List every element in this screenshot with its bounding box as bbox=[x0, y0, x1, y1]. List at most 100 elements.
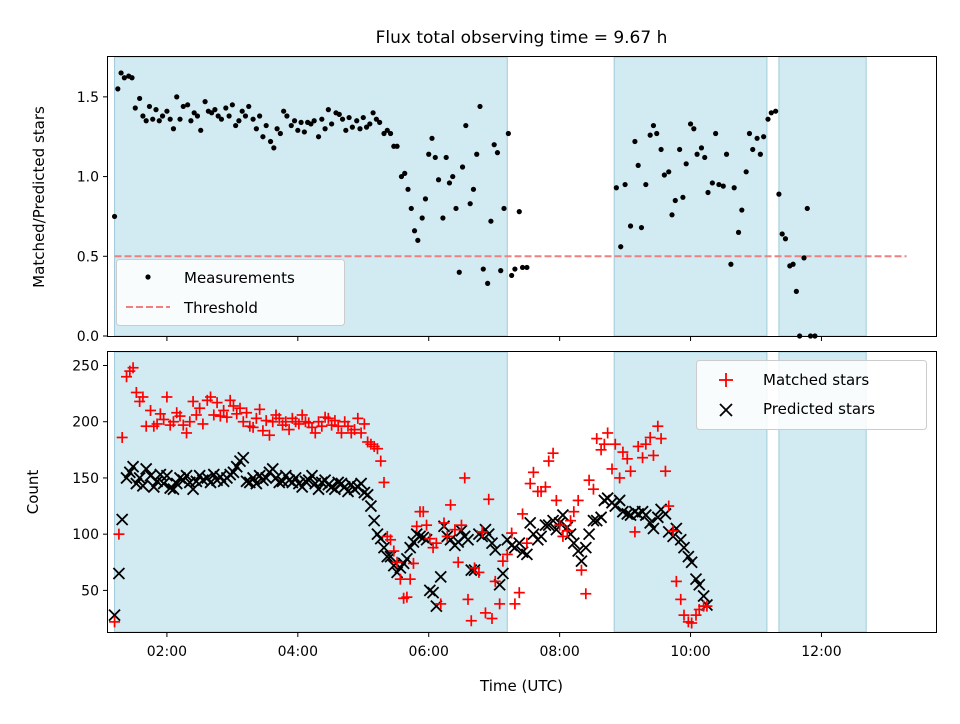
measurement-point bbox=[384, 127, 390, 133]
predicted-star-point bbox=[674, 533, 687, 546]
matched-star-point bbox=[557, 530, 569, 542]
predicted-star-point bbox=[404, 541, 417, 554]
matched-star-point bbox=[335, 427, 347, 439]
measurement-point bbox=[658, 146, 664, 153]
measurement-point bbox=[140, 113, 146, 119]
measurement-point bbox=[776, 191, 782, 197]
measurement-point bbox=[494, 150, 501, 156]
measurement-point bbox=[343, 127, 349, 133]
predicted-marker-stroke bbox=[520, 548, 534, 561]
measurement-point bbox=[516, 209, 522, 215]
measurement-point bbox=[728, 261, 734, 267]
measurement-point bbox=[229, 102, 235, 108]
bottom-y-tick-label: 200 bbox=[72, 415, 99, 431]
matched-star-point bbox=[617, 446, 629, 458]
measurement-point bbox=[654, 130, 660, 137]
measurement-point bbox=[339, 116, 346, 122]
measurement-point bbox=[463, 122, 469, 129]
predicted-marker-stroke bbox=[147, 480, 160, 494]
measurement-point bbox=[613, 185, 619, 191]
matched-star-point bbox=[513, 587, 525, 599]
measurement-point bbox=[336, 111, 342, 117]
measurement-point bbox=[790, 261, 796, 267]
bottom-legend-box bbox=[696, 360, 927, 430]
matched-star-point bbox=[675, 593, 687, 605]
matched-star-point bbox=[116, 431, 128, 443]
predicted-marker-stroke bbox=[413, 530, 427, 543]
measurement-point bbox=[694, 151, 700, 157]
measurement-point bbox=[209, 110, 215, 116]
matched-star-point bbox=[355, 427, 367, 439]
predicted-marker-stroke bbox=[204, 476, 217, 489]
predicted-marker-stroke bbox=[230, 460, 243, 473]
matched-star-point bbox=[211, 397, 223, 409]
matched-star-point bbox=[181, 427, 193, 439]
predicted-star-point bbox=[123, 466, 136, 479]
top-legend: Measurements Threshold bbox=[116, 259, 345, 326]
matched-star-point bbox=[349, 424, 361, 436]
measurement-point bbox=[754, 135, 760, 141]
predicted-marker-stroke bbox=[240, 475, 253, 488]
predicted-marker-stroke bbox=[167, 483, 180, 496]
predicted-star-point bbox=[496, 567, 510, 580]
matched-star-point bbox=[659, 465, 671, 477]
predicted-marker-stroke bbox=[689, 573, 703, 586]
predicted-marker-stroke bbox=[587, 514, 600, 527]
matched-star-point bbox=[686, 617, 698, 629]
matched-star-point bbox=[187, 395, 199, 407]
shaded-interval bbox=[613, 56, 768, 337]
predicted-star-point bbox=[364, 499, 378, 513]
measurement-point bbox=[301, 129, 307, 135]
measurement-point bbox=[661, 172, 667, 178]
matched-star-point bbox=[174, 410, 186, 422]
predicted-marker-stroke bbox=[180, 469, 193, 482]
matched-star-point bbox=[501, 548, 513, 560]
matched-star-point bbox=[221, 411, 233, 423]
legend-threshold-label: Threshold bbox=[183, 299, 258, 317]
matched-star-point bbox=[137, 391, 149, 403]
predicted-star-point bbox=[651, 511, 664, 524]
matched-star-point bbox=[565, 515, 577, 527]
measurement-point bbox=[242, 113, 249, 119]
measurement-point bbox=[354, 118, 360, 124]
matched-star-point bbox=[342, 420, 354, 432]
measurement-point bbox=[698, 145, 705, 151]
predicted-star-point bbox=[108, 608, 121, 622]
measurement-point bbox=[720, 183, 726, 189]
predicted-marker-stroke bbox=[305, 469, 319, 482]
predicted-star-point bbox=[136, 479, 150, 492]
measurement-point bbox=[627, 223, 634, 229]
measurement-point bbox=[743, 169, 749, 175]
predicted-star-point bbox=[368, 514, 381, 527]
bottom-y-tick-label: 250 bbox=[72, 358, 99, 374]
measurement-point bbox=[485, 280, 491, 286]
bottom-y-tick-label: 50 bbox=[81, 583, 99, 599]
matched-star-point bbox=[609, 438, 621, 450]
predicted-star-point bbox=[230, 460, 243, 473]
predicted-star-point bbox=[354, 477, 368, 490]
measurement-point bbox=[782, 236, 789, 242]
matched-star-point bbox=[580, 588, 592, 600]
predicted-marker-stroke bbox=[116, 513, 129, 526]
measurement-point bbox=[524, 264, 530, 271]
matched-star-point bbox=[231, 408, 243, 420]
matched-star-point bbox=[401, 591, 413, 603]
measurement-point bbox=[411, 228, 418, 234]
measurement-point bbox=[672, 197, 678, 204]
measurement-point bbox=[470, 186, 477, 192]
matched-star-point bbox=[568, 506, 580, 518]
matched-star-point bbox=[296, 409, 308, 421]
predicted-star-point bbox=[112, 567, 126, 580]
matched-star-point bbox=[257, 425, 269, 437]
measurement-point bbox=[223, 105, 229, 111]
measurement-point bbox=[519, 264, 526, 271]
matched-star-point bbox=[283, 424, 295, 436]
matched-star-point bbox=[524, 478, 536, 490]
measurement-point bbox=[750, 146, 756, 153]
measurement-point bbox=[263, 122, 269, 129]
measurement-point bbox=[773, 108, 779, 114]
predicted-star-point bbox=[426, 586, 440, 599]
measurement-point bbox=[167, 116, 173, 122]
matched-star-point bbox=[621, 453, 633, 465]
measurement-point bbox=[274, 126, 280, 132]
